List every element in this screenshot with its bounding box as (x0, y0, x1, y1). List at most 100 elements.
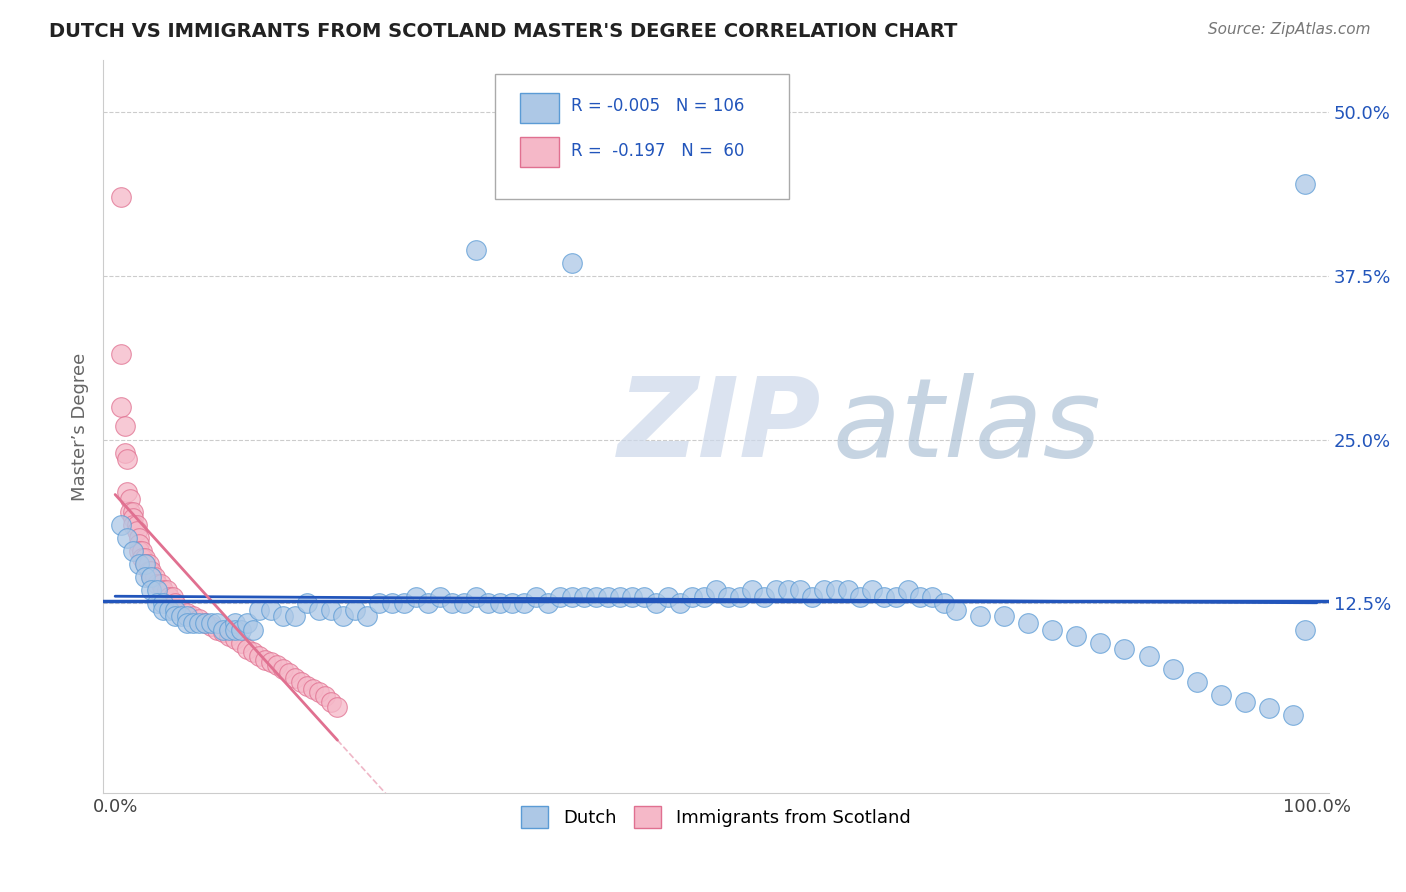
Point (128, 557, 150, 571)
Point (741, 583, 763, 598)
Point (236, 642, 259, 657)
Point (464, 243, 486, 257)
Point (131, 544, 153, 558)
Point (405, 590, 427, 604)
Point (131, 550, 153, 565)
Point (152, 583, 174, 598)
Point (260, 656, 283, 670)
Point (884, 590, 907, 604)
Point (921, 590, 943, 604)
Point (110, 517, 132, 532)
Point (332, 609, 354, 624)
Point (993, 609, 1015, 624)
Point (188, 615, 211, 630)
Point (134, 570, 156, 584)
Point (138, 564, 160, 578)
Point (572, 590, 595, 604)
Point (165, 609, 187, 624)
Point (207, 615, 229, 630)
Point (717, 590, 740, 604)
Point (152, 596, 174, 610)
Point (170, 609, 193, 624)
Point (224, 623, 246, 637)
Point (141, 570, 163, 584)
Point (453, 596, 475, 610)
Point (110, 347, 132, 361)
Point (1281, 707, 1303, 722)
Point (115, 531, 138, 545)
Point (212, 623, 235, 637)
Point (380, 596, 402, 610)
Point (801, 590, 824, 604)
Point (176, 606, 198, 620)
Point (194, 615, 217, 630)
Point (860, 583, 883, 598)
Point (693, 590, 716, 604)
Point (1233, 695, 1256, 709)
Point (873, 590, 896, 604)
Point (321, 603, 343, 617)
Point (488, 596, 510, 610)
Y-axis label: Master’s Degree: Master’s Degree (72, 352, 89, 500)
Point (128, 544, 150, 558)
Point (170, 603, 193, 617)
Point (644, 596, 666, 610)
Point (110, 400, 132, 414)
Point (118, 491, 141, 506)
Point (561, 590, 583, 604)
Point (146, 596, 169, 610)
Point (242, 623, 264, 637)
Point (128, 537, 150, 551)
Point (141, 564, 163, 578)
Point (945, 603, 967, 617)
Point (1257, 701, 1279, 715)
Point (657, 590, 679, 604)
Point (122, 505, 145, 519)
Point (765, 583, 787, 598)
Point (440, 596, 463, 610)
Point (231, 623, 253, 637)
Point (849, 590, 872, 604)
Point (356, 609, 378, 624)
Point (321, 695, 343, 709)
Point (143, 570, 166, 584)
Point (1042, 623, 1064, 637)
Point (156, 583, 179, 598)
Point (897, 583, 920, 598)
Point (207, 623, 229, 637)
Point (200, 618, 222, 632)
Point (125, 517, 148, 532)
Point (585, 590, 607, 604)
Point (776, 583, 799, 598)
Point (1137, 648, 1160, 663)
Point (825, 583, 848, 598)
Point (704, 583, 727, 598)
Point (344, 603, 367, 617)
Point (537, 596, 560, 610)
Point (284, 609, 307, 624)
Point (273, 662, 295, 676)
Point (278, 665, 301, 680)
Point (236, 615, 259, 630)
Text: Source: ZipAtlas.com: Source: ZipAtlas.com (1208, 22, 1371, 37)
Point (308, 685, 330, 699)
Point (308, 603, 330, 617)
Point (224, 615, 246, 630)
Point (125, 524, 148, 539)
Point (218, 623, 240, 637)
Point (561, 255, 583, 269)
Point (200, 615, 222, 630)
Point (501, 596, 523, 610)
FancyBboxPatch shape (520, 93, 560, 123)
Point (218, 629, 240, 643)
Text: DUTCH VS IMMIGRANTS FROM SCOTLAND MASTER'S DEGREE CORRELATION CHART: DUTCH VS IMMIGRANTS FROM SCOTLAND MASTER… (49, 22, 957, 41)
Point (114, 419, 136, 434)
Text: R = -0.005   N = 106: R = -0.005 N = 106 (571, 97, 745, 115)
Point (314, 690, 336, 704)
Point (122, 544, 145, 558)
Point (128, 531, 150, 545)
Point (392, 596, 415, 610)
Point (297, 679, 319, 693)
Point (681, 590, 703, 604)
Point (162, 590, 184, 604)
